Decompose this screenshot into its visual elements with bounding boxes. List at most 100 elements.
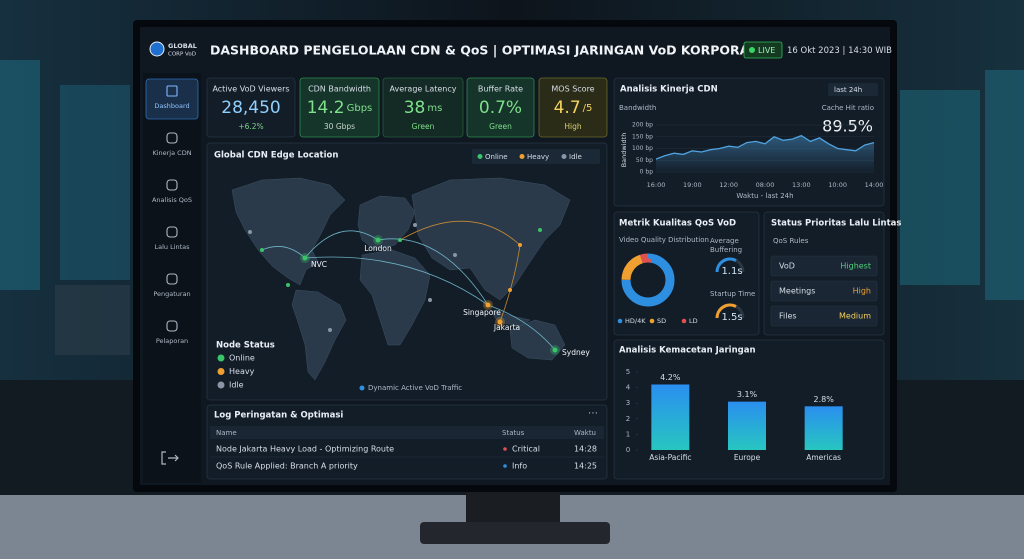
legend-label: Online [485, 153, 508, 161]
bar [804, 406, 843, 450]
legend-dot [681, 318, 687, 324]
kpi-label: Average Latency [389, 85, 456, 94]
monitor-neck [466, 488, 560, 526]
priority-rows: VoD Highest Meetings High Files Medium [770, 255, 878, 327]
arc [261, 246, 306, 259]
edge-node [518, 243, 522, 247]
node-status: Online Heavy Idle [217, 354, 255, 390]
log-header: Name [216, 429, 237, 437]
city-node[interactable] [497, 319, 503, 325]
continent [231, 177, 346, 286]
kpi-card [299, 77, 380, 138]
range-select[interactable] [828, 83, 878, 96]
nav-label[interactable]: Dashboard [154, 102, 189, 110]
gauge-arc [715, 257, 737, 273]
edge-node [286, 283, 290, 287]
kpi-sub: Green [412, 122, 435, 131]
traffic-dot [359, 385, 365, 391]
city-node[interactable] [375, 237, 381, 243]
chart-subtitle: Video Quality Distribution [619, 236, 709, 244]
kpi-label: CDN Bandwidth [308, 85, 371, 94]
traffic-arcs [261, 220, 556, 351]
gauge-label: Average Buffering [710, 237, 743, 254]
edge-node [413, 223, 417, 227]
nav-label[interactable]: Pelaporan [156, 337, 188, 345]
nav-label[interactable]: Kinerja CDN [152, 149, 191, 157]
city-label: Singapore [463, 308, 501, 317]
gauges: Average Buffering 1.1s Startup Time 1.5s [710, 237, 755, 323]
x-tick-label: 19:00 [683, 181, 702, 189]
priority-row [770, 255, 878, 277]
sidebar [143, 73, 201, 483]
monitor-base [420, 522, 610, 544]
arc [487, 304, 556, 351]
log-header [210, 426, 604, 439]
legend-dot [617, 318, 623, 324]
arc [499, 244, 521, 323]
nav-icon[interactable] [166, 226, 178, 238]
log-name: Node Jakarta Heavy Load - Optimizing Rou… [216, 445, 394, 454]
y-tick-label: 5 [626, 368, 630, 376]
city-node[interactable] [552, 347, 558, 353]
kpi-value: 4.7/5 [554, 98, 593, 118]
kpi-unit: /5 [583, 103, 593, 114]
city-label: NVC [311, 260, 327, 269]
x-tick-label: Asia-Pacific [649, 453, 691, 462]
y-tick-label: 4 [626, 384, 631, 392]
kpi-label: MOS Score [551, 85, 594, 94]
nav-label[interactable]: Lalu Lintas [154, 243, 190, 251]
city-node[interactable] [302, 255, 308, 261]
edge-node [508, 288, 512, 292]
logo-icon [149, 41, 165, 57]
legend-label: Heavy [527, 153, 549, 161]
nav-label[interactable]: Analisis QoS [152, 196, 192, 204]
status-label: Idle [229, 381, 244, 390]
bar-chart: 0 1 2 3 4 5 4.2% Asia-Pacific 3.1% Europe 2.8% Amer… [626, 368, 843, 462]
nav-icon[interactable] [166, 132, 178, 144]
y-tick-label: 0 bp [640, 169, 654, 176]
sidebar-items: Dashboard Kinerja CDN Analisis QoS Lalu Lin… [152, 85, 192, 345]
city-label: Jakarta [493, 323, 520, 332]
nav-icon[interactable] [166, 273, 178, 285]
city-label: London [364, 244, 392, 253]
sidebar-active[interactable] [145, 78, 199, 120]
status-dot [217, 368, 225, 375]
header-title: DASHBOARD PENGELOLAAN CDN & QoS | OPTIMA… [210, 43, 757, 58]
panel-title: Analisis Kinerja CDN [620, 85, 718, 95]
log-status-dot [503, 447, 507, 451]
logout-icon[interactable] [161, 451, 179, 465]
x-tick-label: 13:00 [792, 181, 811, 189]
logo-text: CORP VoD [168, 52, 196, 58]
continent [291, 289, 347, 381]
kpi-number: 14.2 [307, 98, 345, 118]
gauge-label-box: Average Buffering [710, 237, 743, 254]
kpi-card [382, 77, 464, 138]
log-status: Info [512, 462, 527, 471]
nav-icon[interactable] [166, 179, 178, 191]
menu-dots[interactable]: ⋯ [588, 408, 598, 419]
priority-level: Highest [840, 262, 871, 271]
priority-level: Medium [839, 312, 871, 321]
x-tick-label: Europe [734, 453, 761, 462]
cache-value: 89.5% [822, 117, 873, 136]
nav-label[interactable]: Pengaturan [153, 290, 190, 298]
log-status-dot [503, 464, 507, 468]
legend-dot [477, 154, 483, 159]
bg-monitor [900, 90, 980, 285]
edge-node [260, 248, 264, 252]
map-legend-box [472, 149, 600, 164]
x-tick-label: 14:00 [865, 181, 884, 189]
city-node[interactable] [485, 302, 491, 308]
kpi-unit: ms [427, 103, 442, 114]
x-tick-label: Americas [806, 453, 841, 462]
kpi-label: Active VoD Viewers [212, 85, 289, 94]
nav-icon[interactable] [166, 85, 178, 97]
cities: NVC London Singapore Jakarta Sydney [248, 223, 590, 357]
log-name: QoS Rule Applied: Branch A priority [216, 462, 358, 471]
gauge-value: 1.5s [721, 312, 742, 323]
priority-name: VoD [779, 262, 795, 271]
y-tick-label: 200 bp [632, 122, 653, 129]
nav-icon[interactable] [166, 320, 178, 332]
line [655, 134, 875, 160]
